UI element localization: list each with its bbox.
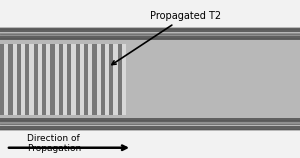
Bar — [0, 27, 300, 131]
Bar — [50, 44, 55, 115]
Bar — [109, 44, 113, 115]
Bar — [55, 44, 59, 115]
Bar — [59, 44, 63, 115]
Bar — [63, 44, 67, 115]
Bar — [0, 122, 300, 125]
Bar — [92, 44, 97, 115]
Bar — [21, 44, 25, 115]
Bar — [38, 44, 42, 115]
Bar — [42, 44, 46, 115]
Bar — [25, 44, 29, 115]
Bar — [122, 44, 126, 115]
Bar — [0, 28, 300, 32]
Bar — [71, 44, 76, 115]
Bar — [34, 44, 38, 115]
Bar — [97, 44, 101, 115]
Bar — [4, 44, 8, 115]
Bar — [46, 44, 50, 115]
Bar — [0, 118, 300, 122]
Bar — [67, 44, 71, 115]
Bar — [105, 44, 109, 115]
Bar — [76, 44, 80, 115]
Bar — [29, 44, 34, 115]
Bar — [0, 33, 300, 36]
Bar — [17, 44, 21, 115]
Bar — [0, 126, 300, 130]
Bar — [0, 44, 4, 115]
Bar — [80, 44, 84, 115]
Bar — [0, 36, 300, 40]
Text: Propagated T2: Propagated T2 — [112, 11, 222, 65]
Bar — [118, 44, 122, 115]
Bar — [101, 44, 105, 115]
Bar — [88, 44, 92, 115]
Bar — [84, 44, 88, 115]
Text: Direction of
Propagation: Direction of Propagation — [27, 134, 81, 153]
Bar — [13, 44, 17, 115]
Bar — [8, 44, 13, 115]
Bar — [113, 44, 118, 115]
